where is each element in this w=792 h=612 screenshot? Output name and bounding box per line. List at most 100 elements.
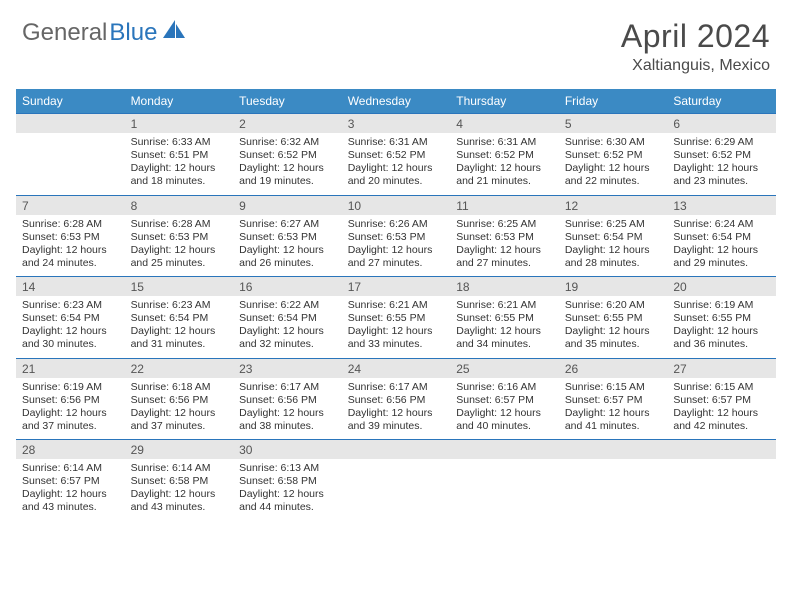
sunrise-text: Sunrise: 6:17 AM — [348, 381, 445, 394]
daylight-text: Daylight: 12 hours and 39 minutes. — [348, 407, 445, 433]
day-body: Sunrise: 6:15 AMSunset: 6:57 PMDaylight:… — [667, 378, 776, 440]
day-cell: 17Sunrise: 6:21 AMSunset: 6:55 PMDayligh… — [342, 277, 451, 359]
day-number — [450, 440, 559, 459]
day-number: 27 — [667, 359, 776, 378]
sunrise-text: Sunrise: 6:27 AM — [239, 218, 336, 231]
sunset-text: Sunset: 6:53 PM — [239, 231, 336, 244]
day-body: Sunrise: 6:28 AMSunset: 6:53 PMDaylight:… — [125, 215, 234, 277]
day-number: 16 — [233, 277, 342, 296]
day-number: 14 — [16, 277, 125, 296]
sunset-text: Sunset: 6:55 PM — [348, 312, 445, 325]
daylight-text: Daylight: 12 hours and 34 minutes. — [456, 325, 553, 351]
day-cell: 8Sunrise: 6:28 AMSunset: 6:53 PMDaylight… — [125, 195, 234, 277]
daylight-text: Daylight: 12 hours and 26 minutes. — [239, 244, 336, 270]
day-cell: 5Sunrise: 6:30 AMSunset: 6:52 PMDaylight… — [559, 114, 668, 196]
day-body: Sunrise: 6:31 AMSunset: 6:52 PMDaylight:… — [450, 133, 559, 195]
sunset-text: Sunset: 6:52 PM — [348, 149, 445, 162]
daylight-text: Daylight: 12 hours and 25 minutes. — [131, 244, 228, 270]
daylight-text: Daylight: 12 hours and 42 minutes. — [673, 407, 770, 433]
day-body: Sunrise: 6:14 AMSunset: 6:57 PMDaylight:… — [16, 459, 125, 521]
day-number — [559, 440, 668, 459]
sunrise-text: Sunrise: 6:15 AM — [673, 381, 770, 394]
day-number: 2 — [233, 114, 342, 133]
day-cell: 7Sunrise: 6:28 AMSunset: 6:53 PMDaylight… — [16, 195, 125, 277]
day-number: 25 — [450, 359, 559, 378]
sunrise-text: Sunrise: 6:18 AM — [131, 381, 228, 394]
day-number — [667, 440, 776, 459]
day-cell — [342, 440, 451, 521]
daylight-text: Daylight: 12 hours and 36 minutes. — [673, 325, 770, 351]
day-cell: 14Sunrise: 6:23 AMSunset: 6:54 PMDayligh… — [16, 277, 125, 359]
day-cell: 27Sunrise: 6:15 AMSunset: 6:57 PMDayligh… — [667, 358, 776, 440]
day-number: 11 — [450, 196, 559, 215]
day-body — [450, 459, 559, 517]
sunset-text: Sunset: 6:53 PM — [348, 231, 445, 244]
day-cell: 10Sunrise: 6:26 AMSunset: 6:53 PMDayligh… — [342, 195, 451, 277]
day-body — [559, 459, 668, 517]
day-body — [342, 459, 451, 517]
sunrise-text: Sunrise: 6:25 AM — [456, 218, 553, 231]
daylight-text: Daylight: 12 hours and 28 minutes. — [565, 244, 662, 270]
calendar-body: 1Sunrise: 6:33 AMSunset: 6:51 PMDaylight… — [16, 114, 776, 521]
daylight-text: Daylight: 12 hours and 31 minutes. — [131, 325, 228, 351]
day-cell: 2Sunrise: 6:32 AMSunset: 6:52 PMDaylight… — [233, 114, 342, 196]
day-body: Sunrise: 6:30 AMSunset: 6:52 PMDaylight:… — [559, 133, 668, 195]
sunrise-text: Sunrise: 6:21 AM — [348, 299, 445, 312]
sunrise-text: Sunrise: 6:23 AM — [22, 299, 119, 312]
sunset-text: Sunset: 6:55 PM — [673, 312, 770, 325]
day-number: 8 — [125, 196, 234, 215]
day-body: Sunrise: 6:32 AMSunset: 6:52 PMDaylight:… — [233, 133, 342, 195]
day-number: 6 — [667, 114, 776, 133]
day-number: 17 — [342, 277, 451, 296]
dow-friday: Friday — [559, 89, 668, 114]
day-cell — [16, 114, 125, 196]
day-body: Sunrise: 6:33 AMSunset: 6:51 PMDaylight:… — [125, 133, 234, 195]
day-cell: 13Sunrise: 6:24 AMSunset: 6:54 PMDayligh… — [667, 195, 776, 277]
day-cell — [667, 440, 776, 521]
daylight-text: Daylight: 12 hours and 44 minutes. — [239, 488, 336, 514]
sunset-text: Sunset: 6:54 PM — [131, 312, 228, 325]
daylight-text: Daylight: 12 hours and 18 minutes. — [131, 162, 228, 188]
day-body: Sunrise: 6:25 AMSunset: 6:53 PMDaylight:… — [450, 215, 559, 277]
day-cell: 20Sunrise: 6:19 AMSunset: 6:55 PMDayligh… — [667, 277, 776, 359]
header: General Blue April 2024 Xaltianguis, Mex… — [0, 0, 792, 83]
dow-saturday: Saturday — [667, 89, 776, 114]
day-number: 20 — [667, 277, 776, 296]
day-number: 9 — [233, 196, 342, 215]
sunset-text: Sunset: 6:53 PM — [131, 231, 228, 244]
sunrise-text: Sunrise: 6:31 AM — [348, 136, 445, 149]
sunset-text: Sunset: 6:53 PM — [456, 231, 553, 244]
sunset-text: Sunset: 6:51 PM — [131, 149, 228, 162]
location-label: Xaltianguis, Mexico — [621, 57, 770, 75]
sunset-text: Sunset: 6:57 PM — [456, 394, 553, 407]
day-number: 10 — [342, 196, 451, 215]
day-body — [667, 459, 776, 517]
daylight-text: Daylight: 12 hours and 38 minutes. — [239, 407, 336, 433]
sunset-text: Sunset: 6:52 PM — [565, 149, 662, 162]
sunrise-text: Sunrise: 6:31 AM — [456, 136, 553, 149]
daylight-text: Daylight: 12 hours and 41 minutes. — [565, 407, 662, 433]
day-number: 26 — [559, 359, 668, 378]
sunset-text: Sunset: 6:54 PM — [565, 231, 662, 244]
sunrise-text: Sunrise: 6:23 AM — [131, 299, 228, 312]
daylight-text: Daylight: 12 hours and 27 minutes. — [348, 244, 445, 270]
day-number — [342, 440, 451, 459]
sunset-text: Sunset: 6:56 PM — [239, 394, 336, 407]
day-number: 24 — [342, 359, 451, 378]
day-number: 13 — [667, 196, 776, 215]
day-number: 15 — [125, 277, 234, 296]
daylight-text: Daylight: 12 hours and 30 minutes. — [22, 325, 119, 351]
week-row: 7Sunrise: 6:28 AMSunset: 6:53 PMDaylight… — [16, 195, 776, 277]
sunrise-text: Sunrise: 6:32 AM — [239, 136, 336, 149]
calendar-table: Sunday Monday Tuesday Wednesday Thursday… — [16, 89, 776, 521]
day-cell: 29Sunrise: 6:14 AMSunset: 6:58 PMDayligh… — [125, 440, 234, 521]
sunrise-text: Sunrise: 6:30 AM — [565, 136, 662, 149]
sunrise-text: Sunrise: 6:14 AM — [22, 462, 119, 475]
day-cell: 15Sunrise: 6:23 AMSunset: 6:54 PMDayligh… — [125, 277, 234, 359]
sunrise-text: Sunrise: 6:25 AM — [565, 218, 662, 231]
brand-part1: General — [22, 19, 107, 47]
day-body: Sunrise: 6:23 AMSunset: 6:54 PMDaylight:… — [125, 296, 234, 358]
week-row: 14Sunrise: 6:23 AMSunset: 6:54 PMDayligh… — [16, 277, 776, 359]
day-cell: 26Sunrise: 6:15 AMSunset: 6:57 PMDayligh… — [559, 358, 668, 440]
sunset-text: Sunset: 6:53 PM — [22, 231, 119, 244]
